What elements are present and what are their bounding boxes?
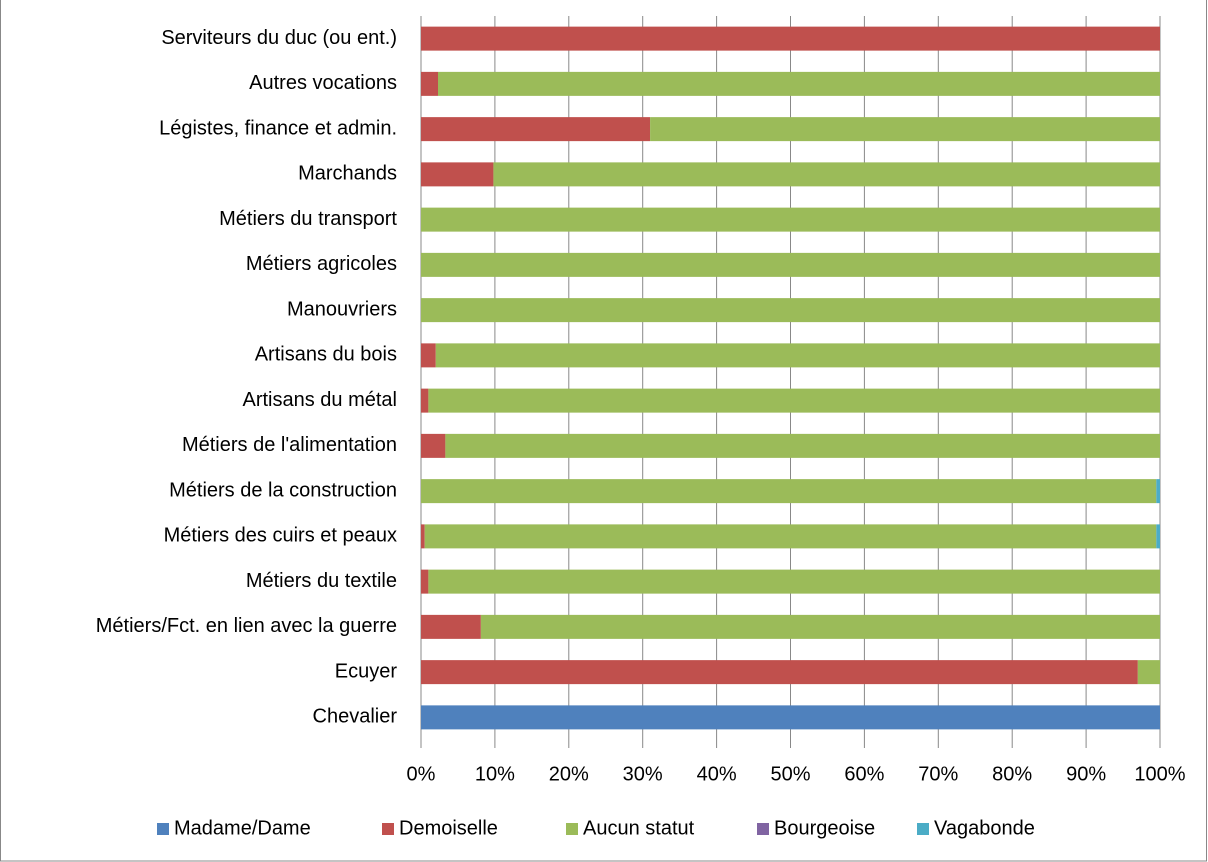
y-tick-label: Ecuyer xyxy=(335,660,398,682)
bar-segment xyxy=(421,388,429,413)
x-tick-label: 50% xyxy=(770,763,810,785)
y-tick-label: Marchands xyxy=(298,163,397,185)
x-tick-label: 80% xyxy=(992,763,1032,785)
legend-label: Madame/Dame xyxy=(174,817,311,839)
bar-segment xyxy=(421,71,438,96)
x-tick-label: 30% xyxy=(623,763,663,785)
bar-segment xyxy=(445,433,1161,458)
y-tick-label: Artisans du bois xyxy=(255,344,397,366)
y-tick-label: Métiers agricoles xyxy=(246,253,397,275)
legend-label: Vagabonde xyxy=(934,817,1035,839)
x-tick-label: 0% xyxy=(407,763,436,785)
bar-segment xyxy=(421,660,1138,685)
bar-segment xyxy=(428,569,1160,594)
bar-segment xyxy=(428,388,1160,413)
bar-segment xyxy=(421,298,1160,323)
bar-segment xyxy=(493,162,1160,187)
legend-swatch xyxy=(382,823,394,835)
bar-segment xyxy=(421,117,651,142)
legend-swatch xyxy=(917,823,929,835)
x-tick-label: 60% xyxy=(844,763,884,785)
x-tick-label: 40% xyxy=(697,763,737,785)
x-tick-label: 70% xyxy=(918,763,958,785)
legend-swatch xyxy=(566,823,578,835)
y-tick-label: Artisans du métal xyxy=(242,389,397,411)
legend-swatch xyxy=(157,823,169,835)
y-tick-label: Chevalier xyxy=(313,706,398,728)
bar-segment xyxy=(1156,524,1160,549)
bar-segment xyxy=(421,705,1160,730)
bar-segment xyxy=(480,614,1160,639)
bar-segment xyxy=(1156,479,1160,504)
y-tick-label: Métiers du transport xyxy=(219,208,397,230)
y-tick-label: Métiers/Fct. en lien avec la guerre xyxy=(96,615,397,637)
x-tick-label: 90% xyxy=(1066,763,1106,785)
y-tick-label: Légistes, finance et admin. xyxy=(159,117,397,139)
bar-segment xyxy=(650,117,1160,142)
bar-segment xyxy=(421,207,1160,232)
bar-segment xyxy=(1137,660,1160,685)
legend-label: Bourgeoise xyxy=(774,817,875,839)
y-tick-label: Métiers du textile xyxy=(246,570,397,592)
y-tick-label: Manouvriers xyxy=(287,298,397,320)
legend-swatch xyxy=(757,823,769,835)
x-tick-label: 100% xyxy=(1134,763,1185,785)
legend-label: Aucun statut xyxy=(583,817,695,839)
y-tick-label: Autres vocations xyxy=(249,72,397,94)
bar-segment xyxy=(424,524,1157,549)
bar-segment xyxy=(421,162,494,187)
y-tick-label: Métiers des cuirs et peaux xyxy=(164,525,397,547)
y-tick-label: Métiers de l'alimentation xyxy=(182,434,397,456)
bar-segment xyxy=(421,343,436,368)
bar-segment xyxy=(437,71,1160,96)
bar-segment xyxy=(421,433,446,458)
bar-segment xyxy=(421,252,1160,277)
y-tick-label: Métiers de la construction xyxy=(169,479,397,501)
bar-segment xyxy=(421,524,425,549)
legend-label: Demoiselle xyxy=(399,817,498,839)
bar-segment xyxy=(421,26,1160,51)
bar-segment xyxy=(421,479,1157,504)
x-tick-label: 10% xyxy=(475,763,515,785)
x-tick-label: 20% xyxy=(549,763,589,785)
bar-segment xyxy=(421,569,429,594)
bar-segment xyxy=(421,614,481,639)
y-tick-label: Serviteurs du duc (ou ent.) xyxy=(161,27,397,49)
bar-segment xyxy=(435,343,1160,368)
